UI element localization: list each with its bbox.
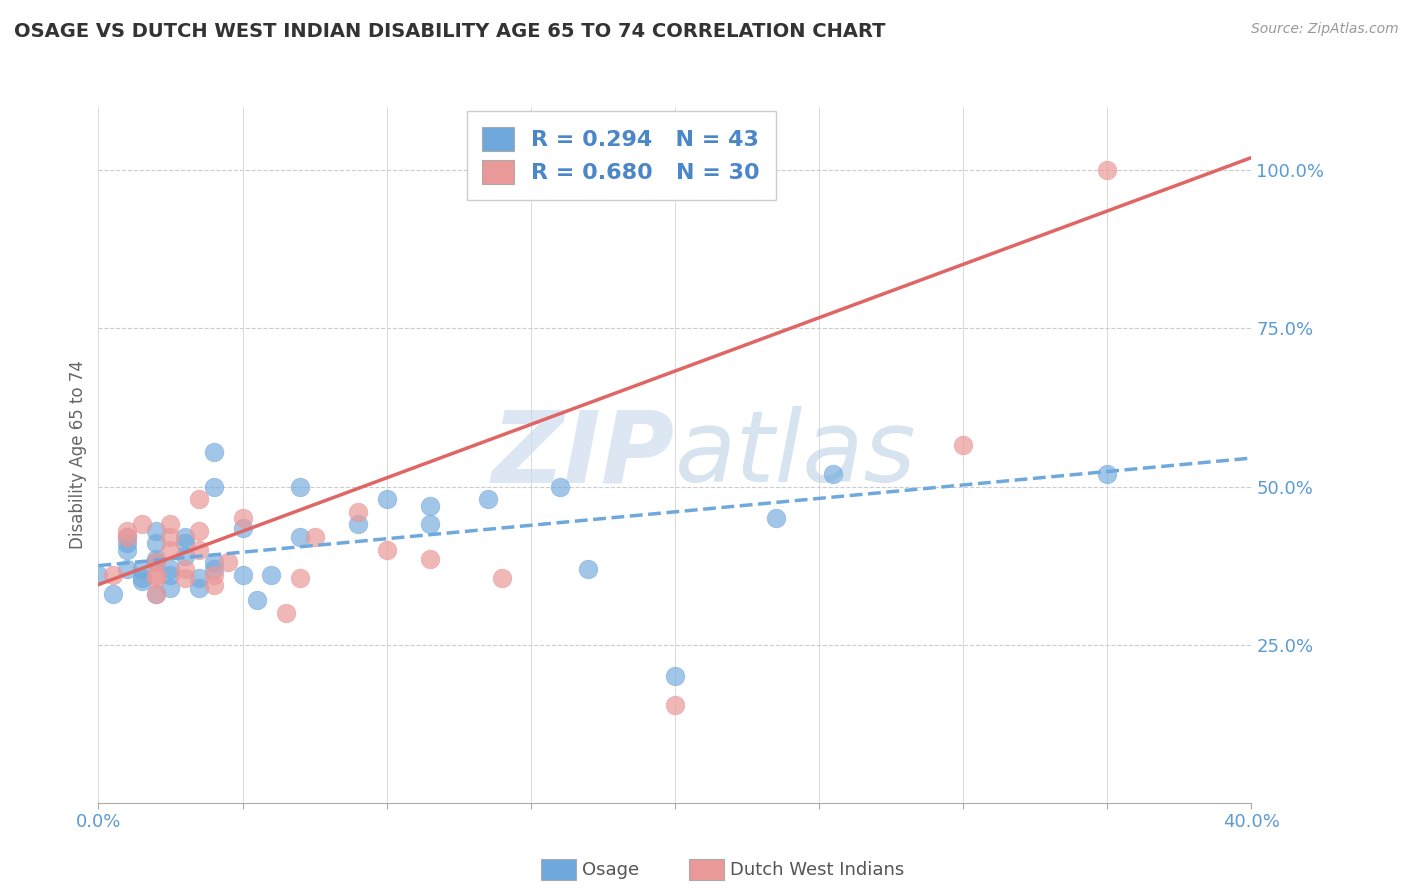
Point bbox=[375, 542, 398, 557]
Point bbox=[188, 524, 211, 538]
Point bbox=[117, 524, 139, 538]
Point bbox=[419, 499, 441, 513]
Text: OSAGE VS DUTCH WEST INDIAN DISABILITY AGE 65 TO 74 CORRELATION CHART: OSAGE VS DUTCH WEST INDIAN DISABILITY AG… bbox=[14, 22, 886, 41]
Point bbox=[1097, 467, 1119, 481]
Point bbox=[231, 511, 254, 525]
Point bbox=[231, 568, 254, 582]
Point bbox=[419, 552, 441, 566]
Text: Osage: Osage bbox=[582, 861, 640, 879]
Point bbox=[823, 467, 845, 481]
Point bbox=[145, 552, 167, 566]
Point bbox=[346, 505, 368, 519]
Point bbox=[174, 562, 197, 576]
Point bbox=[145, 524, 167, 538]
Point bbox=[159, 568, 181, 582]
Point bbox=[548, 479, 571, 493]
Point bbox=[290, 530, 312, 544]
Point bbox=[664, 669, 686, 683]
Point bbox=[117, 542, 139, 557]
Point bbox=[159, 542, 181, 557]
Point bbox=[174, 549, 197, 563]
Point bbox=[87, 568, 110, 582]
Point bbox=[145, 587, 167, 601]
Point bbox=[952, 438, 974, 452]
Point bbox=[145, 587, 167, 601]
Point bbox=[131, 562, 153, 576]
Point bbox=[304, 530, 326, 544]
Text: atlas: atlas bbox=[675, 407, 917, 503]
Point bbox=[246, 593, 269, 607]
Point bbox=[159, 581, 181, 595]
Legend: R = 0.294   N = 43, R = 0.680   N = 30: R = 0.294 N = 43, R = 0.680 N = 30 bbox=[467, 112, 776, 200]
Point bbox=[260, 568, 283, 582]
Point bbox=[202, 577, 225, 591]
Point bbox=[217, 556, 239, 570]
Point bbox=[117, 530, 139, 544]
Point bbox=[346, 517, 368, 532]
Point bbox=[131, 571, 153, 585]
Point bbox=[145, 556, 167, 570]
Point bbox=[202, 562, 225, 576]
Point bbox=[274, 606, 297, 620]
Point bbox=[290, 571, 312, 585]
Point bbox=[131, 517, 153, 532]
Point bbox=[188, 581, 211, 595]
Point bbox=[145, 568, 167, 582]
Point bbox=[491, 571, 513, 585]
Point bbox=[202, 444, 225, 458]
Point bbox=[231, 521, 254, 535]
Point bbox=[145, 571, 167, 585]
Point bbox=[159, 562, 181, 576]
Point bbox=[174, 530, 197, 544]
Point bbox=[159, 517, 181, 532]
Point bbox=[117, 562, 139, 576]
Point bbox=[290, 479, 312, 493]
Point bbox=[174, 536, 197, 550]
Point bbox=[101, 568, 124, 582]
Point bbox=[145, 556, 167, 570]
Point bbox=[131, 574, 153, 589]
Y-axis label: Disability Age 65 to 74: Disability Age 65 to 74 bbox=[69, 360, 87, 549]
Point bbox=[202, 568, 225, 582]
Point bbox=[1097, 163, 1119, 178]
Point bbox=[664, 698, 686, 712]
Point bbox=[188, 542, 211, 557]
Point bbox=[117, 536, 139, 550]
Point bbox=[765, 511, 787, 525]
Text: Dutch West Indians: Dutch West Indians bbox=[730, 861, 904, 879]
Point bbox=[375, 492, 398, 507]
Point bbox=[578, 562, 600, 576]
Point bbox=[477, 492, 499, 507]
Text: Source: ZipAtlas.com: Source: ZipAtlas.com bbox=[1251, 22, 1399, 37]
Point bbox=[188, 492, 211, 507]
Point bbox=[174, 571, 197, 585]
Point bbox=[101, 587, 124, 601]
Point bbox=[202, 556, 225, 570]
Point bbox=[145, 536, 167, 550]
Point bbox=[188, 571, 211, 585]
Point bbox=[419, 517, 441, 532]
Point bbox=[159, 530, 181, 544]
Text: ZIP: ZIP bbox=[492, 407, 675, 503]
Point bbox=[117, 530, 139, 544]
Point bbox=[202, 479, 225, 493]
